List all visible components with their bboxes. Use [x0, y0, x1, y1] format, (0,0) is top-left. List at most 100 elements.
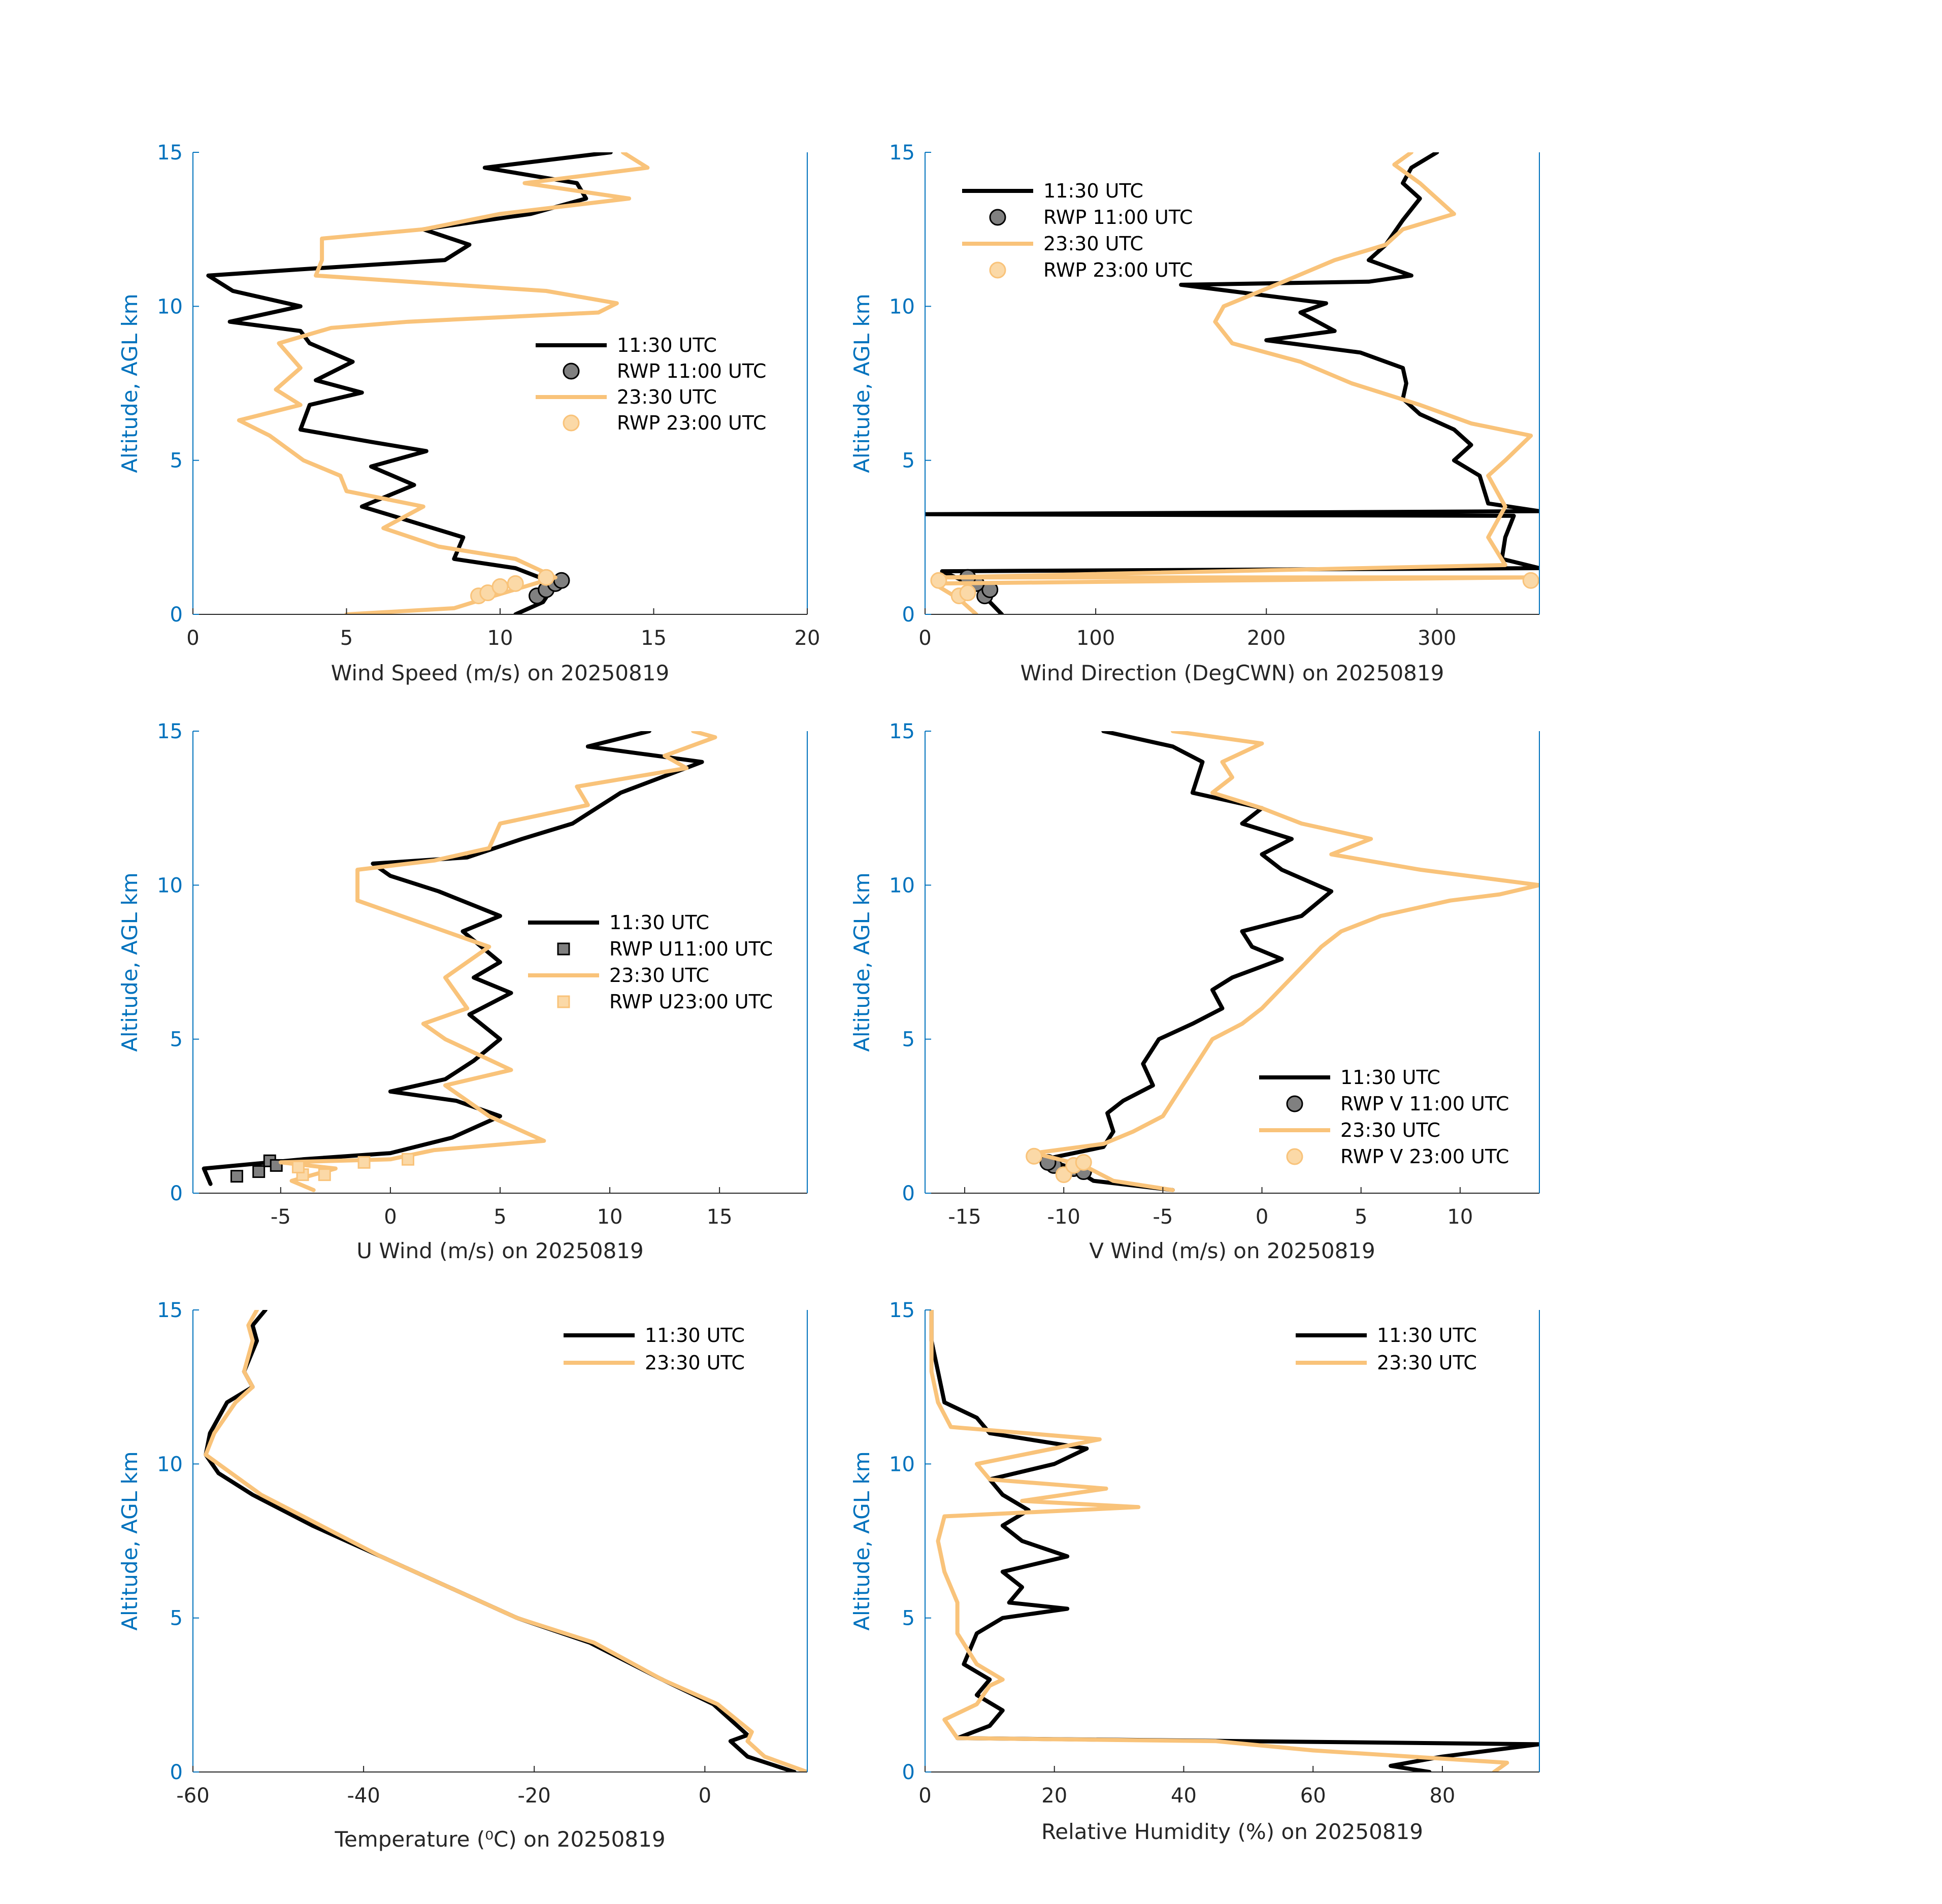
y-axis-label-wind-speed: Altitude, AGL km [117, 293, 142, 473]
x-tick-label: 15 [707, 1205, 733, 1229]
x-axis-label-wind-direction: Wind Direction (DegCWN) on 20250819 [1021, 661, 1444, 685]
x-axis-label-temperature: Temperature (⁰C) on 20250819 [334, 1827, 665, 1852]
x-tick-label: 10 [487, 627, 513, 650]
legend-swatch [557, 995, 570, 1008]
y-tick-label: 10 [157, 874, 183, 897]
x-tick-label: 20 [795, 627, 820, 650]
x-tick-label: 5 [340, 627, 353, 650]
x-tick-label: 200 [1247, 627, 1286, 650]
data-marker [291, 1160, 305, 1173]
legend-swatch [989, 261, 1006, 279]
plot-area [929, 1310, 1539, 1772]
y-tick-label: 10 [889, 874, 915, 897]
legend-label: RWP 11:00 UTC [617, 360, 766, 382]
panel-v-wind: V Wind (m/s) on 20250819 Altitude, AGL k… [849, 720, 1540, 1263]
y-tick-label: 15 [889, 720, 915, 743]
legend-label: 11:30 UTC [1377, 1324, 1477, 1347]
legend-wind-speed: 11:30 UTC RWP 11:00 UTC 23:30 UTC RWP 23:00… [536, 334, 766, 434]
data-marker [491, 578, 509, 595]
y-tick-label: 15 [157, 1299, 183, 1322]
x-tick-label: 5 [1355, 1205, 1367, 1229]
data-marker [1075, 1154, 1092, 1171]
legend-label: RWP 23:00 UTC [617, 412, 766, 434]
x-tick-label: 10 [597, 1205, 623, 1229]
plot-area [206, 152, 650, 614]
plot-area [204, 1310, 807, 1772]
legend-label: 23:30 UTC [1043, 233, 1143, 255]
plot-area [202, 731, 717, 1192]
legend-label: 11:30 UTC [1043, 180, 1143, 202]
series-line [931, 152, 1533, 614]
x-tick-label: -20 [518, 1784, 551, 1808]
x-tick-label: 10 [1447, 1205, 1473, 1229]
panel-relative-humidity: Relative Humidity (%) on 20250819 Altitu… [849, 1299, 1540, 1844]
panel-temperature: Temperature (⁰C) on 20250819 Altitude, A… [117, 1299, 808, 1852]
x-tick-label: 15 [641, 627, 667, 650]
x-tick-label: -60 [176, 1784, 209, 1808]
y-tick-label: 0 [170, 603, 183, 627]
x-tick-label: 20 [1041, 1784, 1067, 1808]
data-marker [1522, 572, 1539, 589]
y-tick-label: 5 [170, 1607, 183, 1630]
data-marker [318, 1168, 331, 1181]
series-line [1042, 731, 1334, 1192]
panel-u-wind: U Wind (m/s) on 20250819 Altitude, AGL k… [117, 720, 808, 1263]
legend-label: 23:30 UTC [645, 1352, 745, 1374]
data-marker [1026, 1147, 1043, 1165]
legend-v-wind: 11:30 UTC RWP V 11:00 UTC 23:30 UTC RWP V 2… [1259, 1066, 1509, 1168]
x-axis-label-relative-humidity: Relative Humidity (%) on 20250819 [1041, 1819, 1423, 1844]
data-marker [357, 1156, 371, 1169]
y-tick-label: 0 [170, 1761, 183, 1784]
series-line [1032, 731, 1539, 1192]
data-marker [553, 572, 570, 589]
y-tick-label: 0 [170, 1182, 183, 1205]
x-tick-label: -15 [948, 1205, 981, 1229]
x-tick-label: 0 [699, 1784, 711, 1808]
series-line [204, 1310, 807, 1772]
legend-label: RWP U23:00 UTC [609, 991, 773, 1013]
x-axis-label-wind-speed: Wind Speed (m/s) on 20250819 [331, 661, 669, 685]
series-line [204, 1310, 797, 1772]
data-marker [252, 1165, 266, 1178]
x-tick-label: 0 [384, 1205, 397, 1229]
y-axis-label-u-wind: Altitude, AGL km [117, 872, 142, 1052]
legend-label: 23:30 UTC [1340, 1119, 1440, 1141]
legend-label: 23:30 UTC [609, 964, 709, 987]
y-axis-label-v-wind: Altitude, AGL km [849, 872, 874, 1052]
y-tick-label: 0 [902, 1761, 915, 1784]
legend-swatch [1286, 1095, 1303, 1112]
legend-label: 11:30 UTC [645, 1324, 745, 1347]
series-line [929, 1310, 1509, 1772]
x-tick-label: -40 [347, 1784, 380, 1808]
data-marker [402, 1153, 414, 1166]
data-marker [538, 569, 555, 586]
x-tick-label: 60 [1300, 1784, 1326, 1808]
y-tick-label: 15 [889, 141, 915, 165]
legend-label: 23:30 UTC [1377, 1352, 1477, 1374]
panel-wind-speed: Wind Speed (m/s) on 20250819 Altitude, A… [117, 141, 820, 685]
y-tick-label: 5 [170, 449, 183, 473]
y-tick-label: 5 [902, 1028, 915, 1052]
x-axis-label-v-wind: V Wind (m/s) on 20250819 [1089, 1238, 1375, 1263]
y-tick-label: 0 [902, 1182, 915, 1205]
legend-relative-humidity: 11:30 UTC 23:30 UTC [1296, 1324, 1477, 1374]
legend-label: RWP 11:00 UTC [1043, 206, 1193, 228]
x-tick-label: 100 [1076, 627, 1115, 650]
x-tick-label: -5 [1153, 1205, 1173, 1229]
y-tick-label: 10 [157, 295, 183, 318]
y-tick-label: 15 [157, 141, 183, 165]
legend-label: RWP U11:00 UTC [609, 938, 773, 960]
y-tick-label: 10 [889, 1453, 915, 1476]
legend-label: RWP 23:00 UTC [1043, 259, 1193, 281]
plot-area [925, 152, 1539, 614]
legend-swatch [557, 942, 570, 956]
data-marker [959, 584, 976, 602]
y-tick-label: 5 [902, 1607, 915, 1630]
y-axis-label-wind-direction: Altitude, AGL km [849, 293, 874, 473]
y-tick-label: 5 [170, 1028, 183, 1052]
series-line [929, 1310, 1539, 1772]
x-tick-label: 40 [1171, 1784, 1197, 1808]
y-axis-label-temperature: Altitude, AGL km [117, 1451, 142, 1630]
x-tick-label: 0 [186, 627, 199, 650]
